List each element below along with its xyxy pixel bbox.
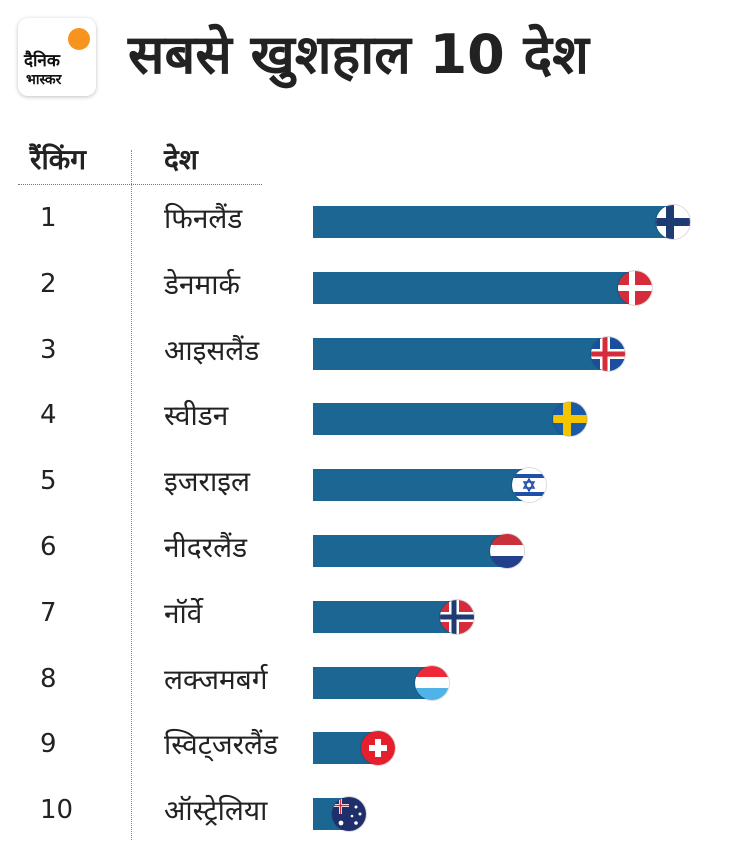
rank-label: 6 <box>40 532 57 562</box>
country-label: ऑस्ट्रेलिया <box>164 794 268 828</box>
rank-column-header: रैंकिंग <box>30 143 86 176</box>
country-label: स्वीडन <box>164 399 229 433</box>
page-title: सबसे खुशहाल 10 देश <box>128 23 589 86</box>
chart-row: 3 आइसलैंड <box>0 319 730 379</box>
chart-row: 5 इजराइल <box>0 450 730 510</box>
bar <box>313 271 635 304</box>
switzerland-flag-icon <box>361 731 395 766</box>
rank-label: 5 <box>40 466 57 497</box>
rank-label: 3 <box>40 334 57 365</box>
finland-flag-icon <box>656 205 690 239</box>
logo-text-line2: भास्कर <box>26 72 62 88</box>
country-label: आइसलैंड <box>164 333 260 367</box>
bar <box>313 403 570 436</box>
israel-flag-icon <box>512 468 546 503</box>
country-label: लक्जमबर्ग <box>164 662 268 696</box>
rank-label: 10 <box>40 795 74 826</box>
bar <box>313 469 529 502</box>
country-column-header: देश <box>164 143 198 176</box>
country-label: नीदरलैंड <box>164 531 248 564</box>
rank-label: 1 <box>40 203 57 233</box>
logo-sun-icon <box>68 28 90 50</box>
denmark-flag-icon <box>618 270 652 305</box>
country-label: फिनलैंड <box>164 202 243 235</box>
bar <box>313 337 608 370</box>
norway-flag-icon <box>440 599 474 634</box>
luxembourg-flag-icon <box>415 665 449 700</box>
chart-row: 1 फिनलैंड <box>0 187 730 247</box>
chart-row: 6 नीदरलैंड <box>0 516 730 576</box>
sweden-flag-icon <box>553 402 587 437</box>
bar <box>313 206 673 238</box>
bar <box>313 600 457 633</box>
country-label: स्विट्जरलैंड <box>164 728 279 762</box>
country-label: नॉर्वे <box>164 596 203 630</box>
chart-row: 9 स्विट्जरलैंड <box>0 713 730 773</box>
chart-row: 8 लक्जमबर्ग <box>0 648 730 708</box>
rank-label: 7 <box>40 597 57 628</box>
rank-label: 8 <box>40 663 57 694</box>
chart-row: 10 ऑस्ट्रेलिया <box>0 779 730 839</box>
country-label: इजराइल <box>164 465 250 499</box>
chart-row: 2 डेनमार्क <box>0 253 730 313</box>
brand-logo: दैनिक भास्कर <box>18 18 96 96</box>
bar <box>313 535 507 567</box>
australia-flag-icon <box>332 797 366 832</box>
column-divider <box>131 150 132 840</box>
netherlands-flag-icon <box>490 534 524 568</box>
chart-row: 7 नॉर्वे <box>0 582 730 642</box>
rank-label: 9 <box>40 729 57 760</box>
rank-label: 4 <box>40 400 57 431</box>
logo-text-line1: दैनिक <box>24 51 60 71</box>
chart-row: 4 स्वीडन <box>0 384 730 444</box>
rank-label: 2 <box>40 268 57 299</box>
country-label: डेनमार्क <box>164 267 241 301</box>
bar <box>313 666 432 699</box>
header-divider <box>18 184 262 185</box>
iceland-flag-icon <box>591 336 625 371</box>
